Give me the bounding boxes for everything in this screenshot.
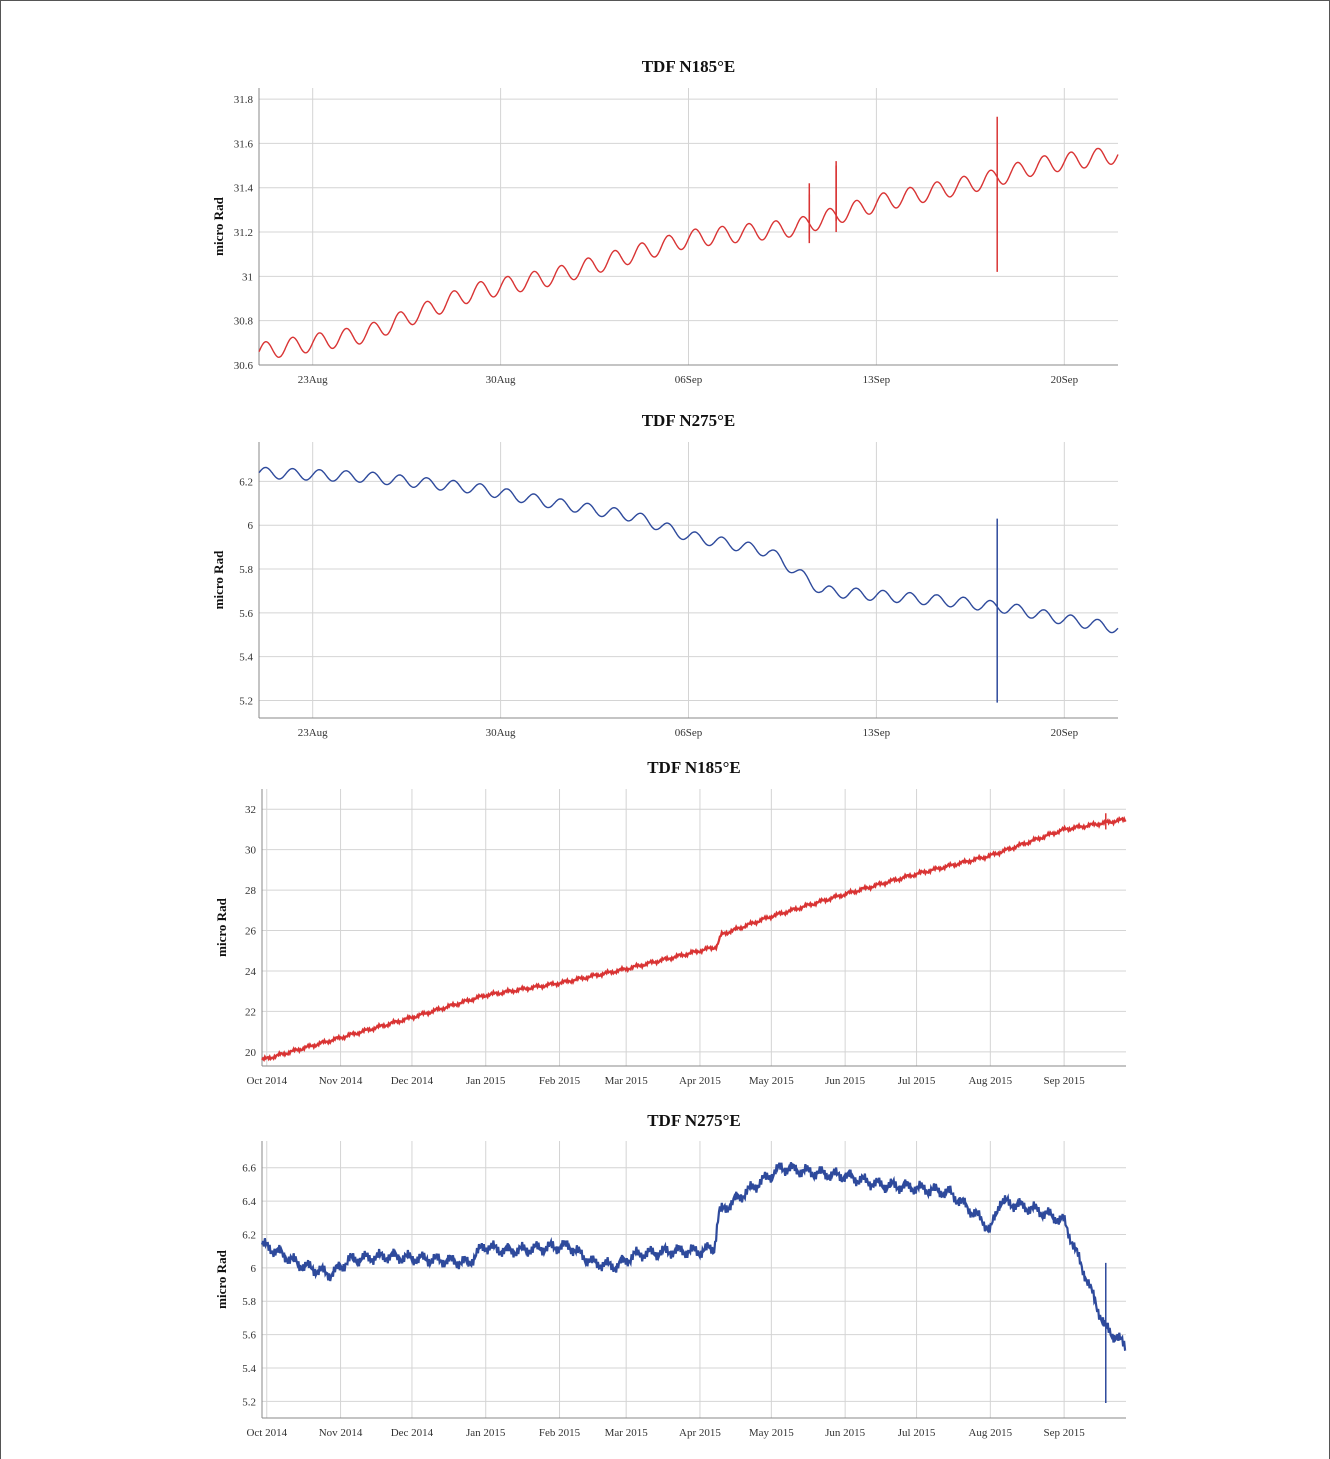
y-tick-label: 20: [245, 1047, 257, 1059]
x-tick-label: 20Sep: [1051, 374, 1079, 386]
y-axis-label: micro Rad: [214, 1249, 229, 1308]
series-line: [261, 815, 1127, 1062]
series-line: [260, 1162, 1127, 1352]
x-tick-label: Dec 2014: [391, 1427, 434, 1439]
x-tick-label: Oct 2014: [246, 1427, 287, 1439]
y-tick-label: 6.4: [242, 1196, 256, 1208]
x-tick-label: Jun 2015: [825, 1427, 866, 1439]
y-tick-label: 31.8: [234, 94, 254, 106]
chart-panel-1: 30.6 30.8 31 31.2 31.4 31.6 31.8 23Aug 30Aug 06Se…: [211, 57, 1119, 386]
x-tick-label: 06Sep: [675, 374, 703, 386]
x-tick-label: Feb 2015: [539, 1075, 581, 1087]
series-line: [258, 147, 1119, 359]
x-tick-label: Mar 2015: [605, 1427, 649, 1439]
x-tick-label: 23Aug: [298, 727, 328, 739]
chart-title: TDF N275°E: [647, 1111, 741, 1130]
x-tick-label: Sep 2015: [1043, 1427, 1085, 1439]
y-tick-label: 5.4: [242, 1363, 256, 1375]
x-tick-label: Jul 2015: [898, 1075, 936, 1087]
x-tick-label: 06Sep: [675, 727, 703, 739]
x-tick-label: May 2015: [749, 1075, 794, 1087]
x-tick-label: 20Sep: [1051, 727, 1079, 739]
chart-panel-2: 5.2 5.4 5.6 5.8 6 6.2 23Aug 30Aug 06Sep 13Sep 20Se…: [211, 411, 1119, 739]
y-tick-label: 6.6: [242, 1163, 256, 1175]
y-tick-label: 30: [245, 845, 257, 857]
y-tick-label: 31.6: [234, 138, 254, 150]
x-tick-label: 23Aug: [298, 374, 328, 386]
y-tick-label: 26: [245, 926, 257, 938]
x-tick-label: 30Aug: [486, 727, 516, 739]
y-tick-label: 6.2: [242, 1229, 256, 1241]
y-tick-label: 32: [245, 804, 256, 816]
x-tick-label: Feb 2015: [539, 1427, 581, 1439]
x-tick-label: 13Sep: [863, 727, 891, 739]
chart-title: TDF N185°E: [647, 758, 741, 777]
x-tick-label: 30Aug: [486, 374, 516, 386]
chart-panel-3: 20 22 24 26 28 30 32 Oct 2014 Nov 2014 Dec 2014 Ja…: [214, 758, 1127, 1087]
y-tick-label: 22: [245, 1006, 256, 1018]
chart-title: TDF N275°E: [642, 411, 736, 430]
y-tick-label: 5.8: [242, 1296, 256, 1308]
y-tick-label: 31.4: [234, 183, 254, 195]
y-tick-label: 24: [245, 966, 257, 978]
x-tick-label: Sep 2015: [1043, 1075, 1085, 1087]
x-tick-label: May 2015: [749, 1427, 794, 1439]
x-tick-label: Oct 2014: [246, 1075, 287, 1087]
y-tick-label: 5.8: [239, 564, 253, 576]
y-tick-label: 5.6: [239, 608, 253, 620]
x-tick-label: Aug 2015: [968, 1427, 1012, 1439]
x-tick-label: Jan 2015: [466, 1427, 506, 1439]
y-axis-label: micro Rad: [211, 550, 226, 609]
x-tick-label: Jun 2015: [825, 1075, 866, 1087]
y-tick-label: 31.2: [234, 227, 253, 239]
y-axis-label: micro Rad: [214, 897, 229, 956]
y-tick-label: 6: [248, 520, 254, 532]
x-tick-label: Jul 2015: [898, 1427, 936, 1439]
x-tick-label: Apr 2015: [679, 1075, 721, 1087]
chart-title: TDF N185°E: [642, 57, 736, 76]
x-tick-label: 13Sep: [863, 374, 891, 386]
y-tick-label: 30.6: [234, 360, 254, 372]
x-tick-label: Jan 2015: [466, 1075, 506, 1087]
series-line: [258, 466, 1119, 634]
y-axis-label: micro Rad: [211, 196, 226, 255]
x-tick-label: Aug 2015: [968, 1075, 1012, 1087]
y-tick-label: 31: [242, 271, 253, 283]
y-tick-label: 5.6: [242, 1330, 256, 1342]
x-tick-label: Dec 2014: [391, 1075, 434, 1087]
x-tick-label: Nov 2014: [319, 1075, 363, 1087]
x-tick-label: Apr 2015: [679, 1427, 721, 1439]
y-tick-label: 28: [245, 885, 257, 897]
chart-panel-4: 5.2 5.4 5.6 5.8 6 6.2 6.4 6.6 Oct 2014 Nov 2014 De…: [214, 1111, 1127, 1439]
y-tick-label: 6: [251, 1263, 257, 1275]
y-tick-label: 30.8: [234, 316, 254, 328]
y-tick-label: 5.2: [242, 1396, 256, 1408]
y-tick-label: 5.2: [239, 695, 253, 707]
y-tick-label: 5.4: [239, 652, 253, 664]
y-tick-label: 6.2: [239, 476, 253, 488]
x-tick-label: Mar 2015: [605, 1075, 649, 1087]
x-tick-label: Nov 2014: [319, 1427, 363, 1439]
